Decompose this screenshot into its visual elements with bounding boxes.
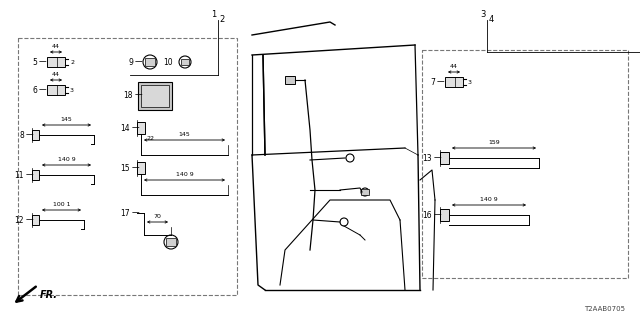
Bar [166, 238, 176, 246]
Text: —: — [26, 131, 34, 140]
Text: 140 9: 140 9 [175, 172, 193, 177]
Text: 145: 145 [61, 117, 72, 122]
Text: —: — [135, 91, 143, 100]
Text: 14: 14 [120, 124, 130, 132]
Text: 11: 11 [15, 171, 24, 180]
Text: 44: 44 [450, 64, 458, 69]
Text: —: — [39, 58, 47, 67]
Text: —: — [26, 171, 34, 180]
Text: —: — [132, 164, 140, 172]
Text: 3: 3 [468, 79, 472, 84]
Text: —: — [132, 124, 140, 132]
Bar [47, 57, 65, 67]
Text: 5: 5 [32, 58, 37, 67]
Text: 17: 17 [120, 209, 130, 218]
Text: 9: 9 [128, 58, 133, 67]
Bar [138, 82, 172, 110]
Text: 16: 16 [422, 211, 432, 220]
Bar [422, 50, 628, 278]
Bar [445, 77, 463, 87]
Bar [141, 85, 169, 107]
Text: —: — [26, 215, 34, 225]
Text: 13: 13 [422, 154, 432, 163]
Bar [137, 122, 145, 134]
Text: 3: 3 [480, 10, 486, 19]
Text: 159: 159 [488, 140, 500, 145]
Text: 44: 44 [52, 44, 60, 49]
Text: 10: 10 [163, 58, 173, 67]
Bar [32, 215, 39, 225]
Text: 1: 1 [211, 10, 216, 19]
Text: T2AAB0705: T2AAB0705 [584, 306, 625, 312]
Bar [32, 130, 39, 140]
Bar [47, 85, 65, 95]
Bar [145, 58, 155, 66]
Text: FR.: FR. [40, 290, 58, 300]
Bar [440, 209, 449, 221]
Text: 2: 2 [70, 60, 74, 65]
Text: 6: 6 [32, 85, 37, 94]
Text: 15: 15 [120, 164, 130, 172]
Bar [137, 162, 145, 174]
Text: 140 9: 140 9 [58, 157, 76, 162]
Text: 2: 2 [220, 15, 225, 24]
Text: 4: 4 [488, 15, 493, 24]
Bar [18, 38, 237, 295]
Text: —: — [434, 154, 442, 163]
Bar [361, 189, 369, 195]
Text: —: — [437, 77, 445, 86]
Text: 145: 145 [179, 132, 190, 137]
Bar [32, 170, 39, 180]
Text: —: — [39, 85, 47, 94]
Text: 44: 44 [52, 72, 60, 77]
Text: —: — [135, 58, 143, 67]
Text: 70: 70 [154, 214, 161, 219]
Text: 22: 22 [146, 136, 154, 141]
Text: —: — [434, 211, 442, 220]
Bar [440, 152, 449, 164]
Text: 8: 8 [19, 131, 24, 140]
Bar [285, 76, 295, 84]
Text: 3: 3 [70, 87, 74, 92]
Text: 7: 7 [430, 77, 435, 86]
Bar [181, 59, 189, 65]
Text: 12: 12 [15, 215, 24, 225]
Text: 100 1: 100 1 [52, 202, 70, 207]
Text: 140 9: 140 9 [480, 197, 498, 202]
Text: —: — [132, 209, 140, 218]
Text: 18: 18 [124, 91, 133, 100]
